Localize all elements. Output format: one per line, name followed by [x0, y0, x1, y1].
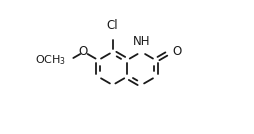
- Text: OCH$_3$: OCH$_3$: [35, 53, 66, 67]
- Text: O: O: [78, 45, 87, 58]
- Text: NH: NH: [133, 35, 150, 48]
- Text: O: O: [173, 45, 182, 58]
- Text: Cl: Cl: [107, 19, 118, 32]
